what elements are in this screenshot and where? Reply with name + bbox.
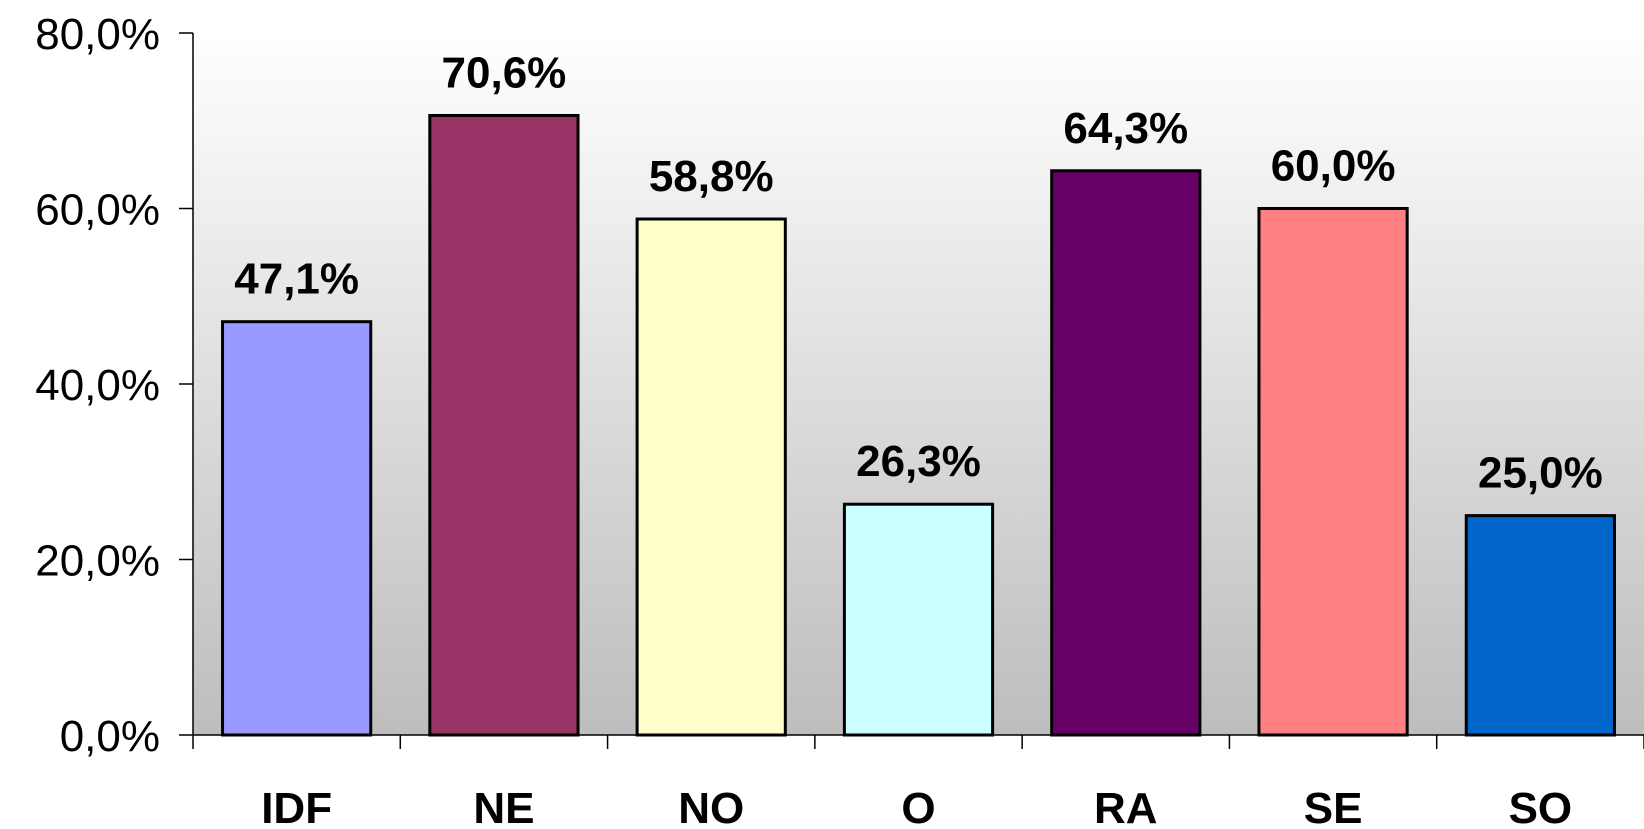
- data-label-se: 60,0%: [1271, 142, 1396, 191]
- y-tick-label: 40,0%: [35, 361, 160, 410]
- data-label-no: 58,8%: [649, 152, 774, 201]
- x-tick-label-so: SO: [1509, 784, 1573, 829]
- bar-ra: [1050, 169, 1202, 737]
- x-tick-label-ra: RA: [1094, 784, 1158, 829]
- value-labels: 47,1% 70,6% 58,8% 26,3% 64,3% 60,0% 25,0%: [234, 48, 1602, 497]
- y-tick-label: 20,0%: [35, 537, 160, 586]
- bar-idf: [221, 320, 373, 737]
- x-tick-label-no: NO: [678, 784, 744, 829]
- x-axis: IDF NE NO O RA SE SO: [192, 734, 1644, 829]
- data-label-so: 25,0%: [1478, 449, 1603, 498]
- bar-no: [635, 217, 787, 737]
- data-label-o: 26,3%: [856, 437, 981, 486]
- x-tick-label-idf: IDF: [261, 784, 332, 829]
- bars: [221, 113, 1616, 737]
- bar-se: [1257, 207, 1409, 737]
- data-label-ne: 70,6%: [442, 48, 567, 97]
- data-label-ra: 64,3%: [1063, 104, 1188, 153]
- x-tick-label-se: SE: [1304, 784, 1363, 829]
- y-tick-label: 0,0%: [60, 712, 160, 761]
- y-tick-label: 80,0%: [35, 10, 160, 59]
- bar-o: [842, 502, 995, 737]
- y-axis: 0,0% 20,0% 40,0% 60,0% 80,0%: [35, 10, 194, 761]
- data-label-idf: 47,1%: [234, 255, 359, 304]
- bar-ne: [428, 113, 580, 737]
- y-tick-label: 60,0%: [35, 186, 160, 235]
- bar-so: [1464, 514, 1616, 737]
- x-tick-label-ne: NE: [473, 784, 534, 829]
- x-tick-label-o: O: [901, 784, 935, 829]
